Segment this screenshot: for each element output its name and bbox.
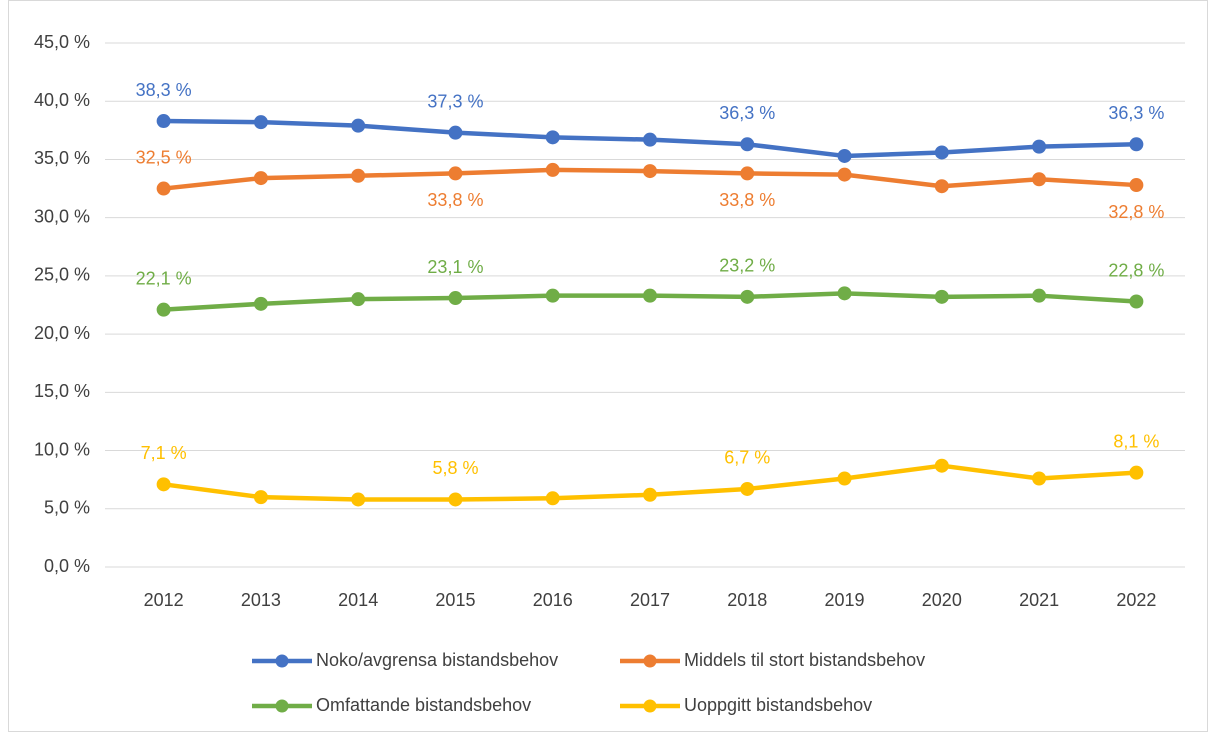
point [351, 168, 366, 183]
legend-marker [275, 654, 289, 668]
point [1129, 465, 1144, 480]
data-label: 33,8 % [719, 190, 775, 210]
data-label: 22,1 % [136, 268, 192, 288]
data-label: 8,1 % [1113, 431, 1159, 451]
data-label: 37,3 % [427, 91, 483, 111]
x-tick-label: 2021 [1019, 590, 1059, 610]
point [545, 130, 560, 145]
x-tick-label: 2018 [727, 590, 767, 610]
data-label: 33,8 % [427, 190, 483, 210]
x-tick-label: 2013 [241, 590, 281, 610]
point [837, 286, 852, 301]
x-tick-label: 2016 [533, 590, 573, 610]
point [448, 166, 463, 181]
x-tick-label: 2022 [1116, 590, 1156, 610]
y-tick-label: 15,0 % [34, 381, 90, 401]
point [448, 291, 463, 306]
point [740, 166, 755, 181]
point [643, 487, 657, 502]
point [934, 458, 949, 473]
point [253, 490, 268, 505]
legend-marker [643, 699, 657, 713]
point [740, 481, 755, 496]
point [1129, 137, 1144, 152]
point [1032, 471, 1047, 486]
point [1129, 294, 1144, 309]
point [837, 167, 852, 182]
x-tick-label: 2020 [922, 590, 962, 610]
y-tick-label: 25,0 % [34, 265, 90, 285]
legend-label: Middels til stort bistandsbehov [684, 650, 925, 670]
point [643, 132, 657, 147]
point [740, 137, 755, 152]
y-tick-label: 30,0 % [34, 206, 90, 226]
point [156, 114, 171, 129]
point [448, 125, 463, 140]
data-label: 7,1 % [141, 443, 187, 463]
point [934, 145, 949, 160]
point [351, 492, 366, 507]
data-label: 23,1 % [427, 257, 483, 277]
point [1032, 288, 1047, 303]
point [253, 171, 268, 186]
data-label: 23,2 % [719, 256, 775, 276]
point [643, 164, 657, 179]
point [1032, 139, 1047, 154]
point [934, 179, 949, 194]
x-tick-label: 2017 [630, 590, 670, 610]
x-tick-label: 2019 [825, 590, 865, 610]
data-label: 38,3 % [136, 80, 192, 100]
point [351, 118, 366, 133]
point [448, 492, 463, 507]
y-tick-label: 40,0 % [34, 90, 90, 110]
point [545, 162, 560, 177]
y-tick-label: 0,0 % [44, 556, 90, 576]
point [934, 289, 949, 304]
x-tick-label: 2015 [435, 590, 475, 610]
point [545, 288, 560, 303]
legend-label: Noko/avgrensa bistandsbehov [316, 650, 558, 670]
y-tick-label: 35,0 % [34, 148, 90, 168]
point [545, 491, 560, 506]
data-label: 32,5 % [136, 147, 192, 167]
point [837, 148, 852, 163]
y-tick-label: 5,0 % [44, 498, 90, 518]
point [1129, 178, 1144, 193]
point [253, 296, 268, 311]
point [1032, 172, 1047, 187]
legend-marker [643, 654, 657, 668]
point [253, 115, 268, 130]
point [740, 289, 755, 304]
y-tick-label: 45,0 % [34, 32, 90, 52]
data-label: 5,8 % [432, 458, 478, 478]
data-label: 22,8 % [1108, 260, 1164, 280]
data-label: 36,3 % [719, 103, 775, 123]
legend-label: Omfattande bistandsbehov [316, 695, 531, 715]
point [643, 288, 657, 303]
x-tick-label: 2014 [338, 590, 378, 610]
data-label: 32,8 % [1108, 202, 1164, 222]
point [837, 471, 852, 486]
point [156, 477, 171, 492]
chart-frame [8, 0, 1208, 732]
y-tick-label: 10,0 % [34, 439, 90, 459]
x-tick-label: 2012 [144, 590, 184, 610]
data-label: 36,3 % [1108, 103, 1164, 123]
point [156, 302, 171, 317]
legend-marker [275, 699, 289, 713]
y-tick-label: 20,0 % [34, 323, 90, 343]
data-label: 6,7 % [724, 448, 770, 468]
point [351, 292, 366, 307]
point [156, 181, 171, 196]
legend-label: Uoppgitt bistandsbehov [684, 695, 872, 715]
